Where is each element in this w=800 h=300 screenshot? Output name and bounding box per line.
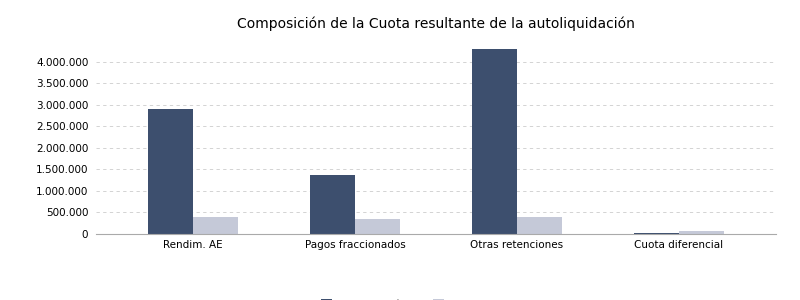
- Bar: [310, 175, 355, 234]
- Bar: [193, 217, 238, 234]
- Bar: [679, 231, 724, 234]
- Bar: [355, 219, 400, 234]
- Legend: Actividad única, Varias actividades: Actividad única, Varias actividades: [317, 295, 555, 300]
- Bar: [472, 49, 517, 234]
- Title: Composición de la Cuota resultante de la autoliquidación: Composición de la Cuota resultante de la…: [237, 16, 635, 31]
- Bar: [148, 109, 193, 234]
- Bar: [634, 233, 679, 234]
- Bar: [517, 217, 562, 234]
